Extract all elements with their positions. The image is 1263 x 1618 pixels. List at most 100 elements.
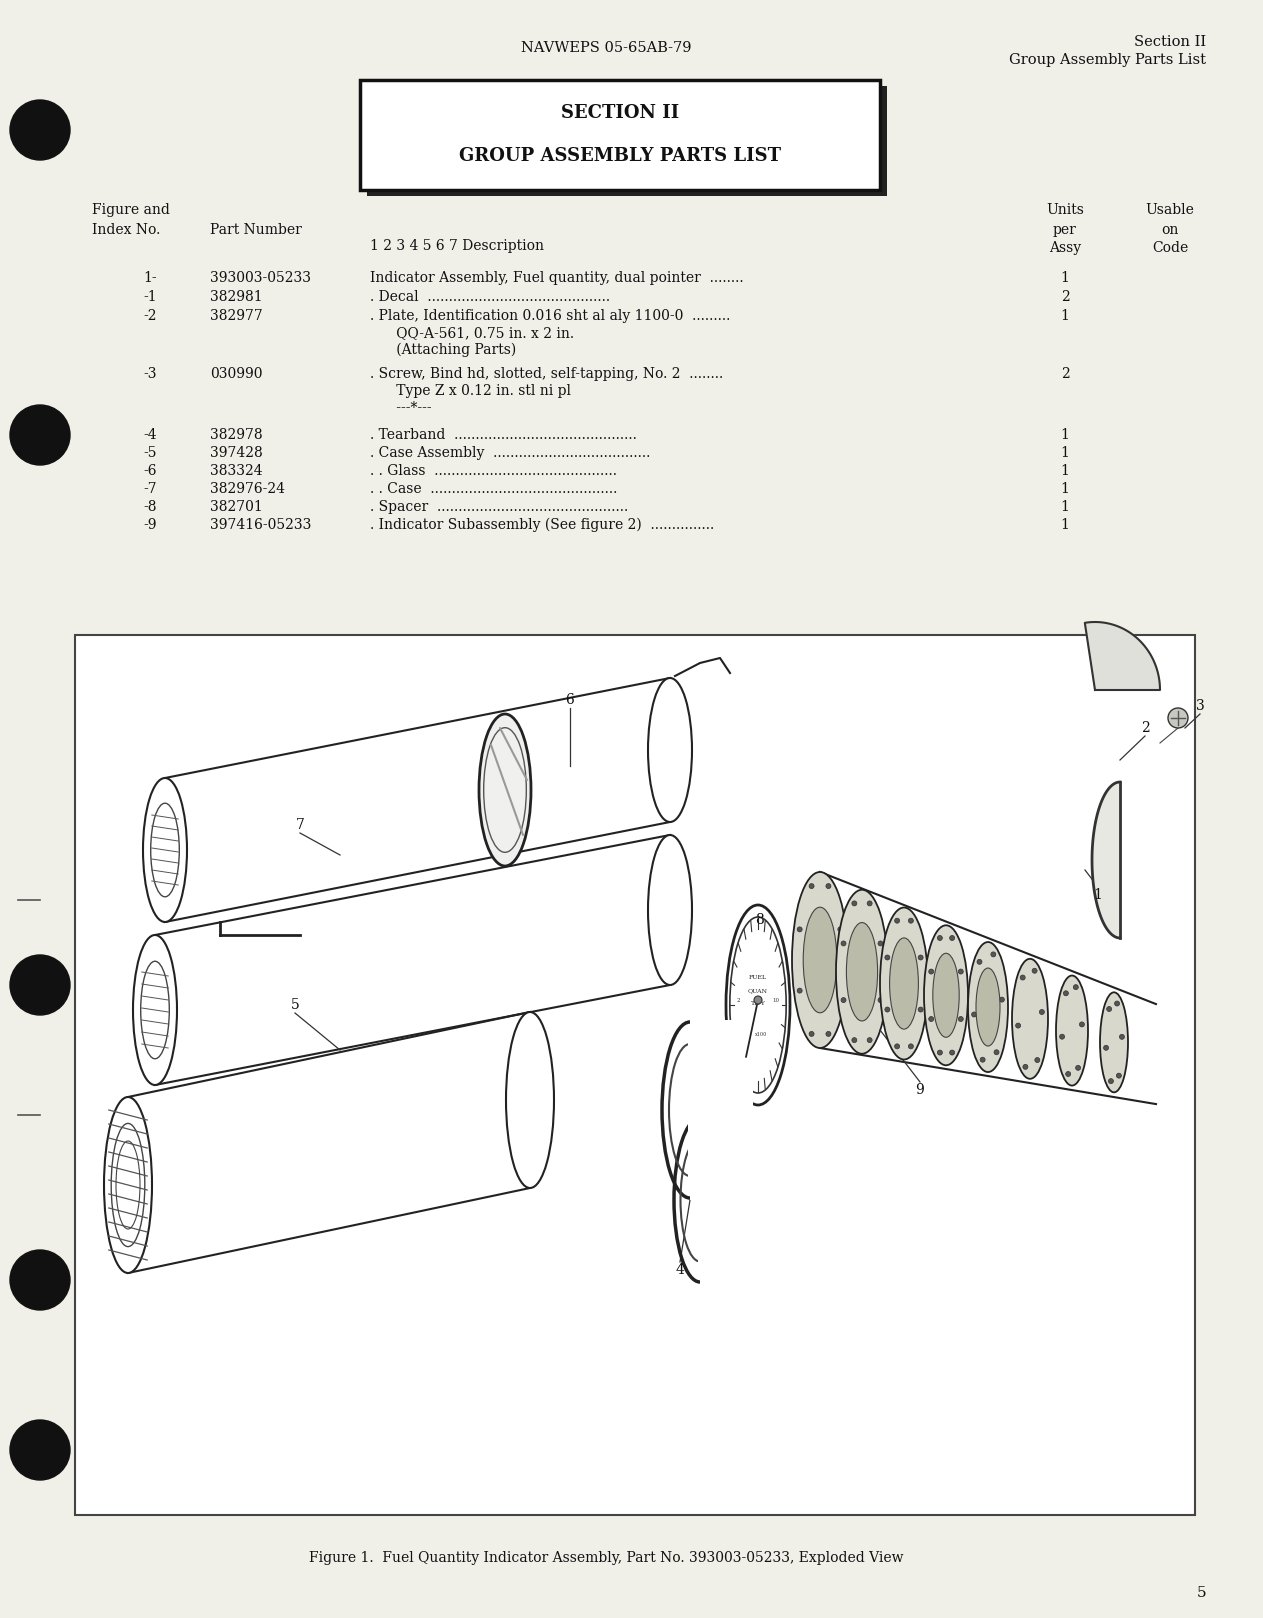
Text: 030990: 030990: [210, 367, 263, 380]
Ellipse shape: [933, 953, 959, 1037]
Text: on: on: [1161, 223, 1178, 236]
Bar: [360, 79, 880, 189]
Circle shape: [868, 901, 873, 906]
Text: . Decal  ...........................................: . Decal ................................…: [370, 290, 610, 304]
Polygon shape: [1085, 621, 1159, 689]
Circle shape: [959, 1016, 964, 1021]
Text: . Plate, Identification 0.016 sht al aly 1100-0  .........: . Plate, Identification 0.016 sht al aly…: [370, 309, 730, 324]
Ellipse shape: [506, 1011, 554, 1188]
Circle shape: [1021, 976, 1026, 981]
Circle shape: [1076, 1065, 1081, 1071]
Text: -6: -6: [144, 464, 157, 477]
Circle shape: [10, 100, 69, 160]
Text: ---*---: ---*---: [370, 401, 432, 414]
Text: Code: Code: [1152, 241, 1188, 256]
Circle shape: [797, 989, 802, 993]
Ellipse shape: [803, 908, 837, 1013]
Text: Section II: Section II: [1134, 36, 1206, 49]
Circle shape: [754, 997, 762, 1005]
Ellipse shape: [792, 872, 847, 1048]
Circle shape: [868, 1037, 873, 1042]
Text: 1: 1: [1061, 309, 1070, 324]
Ellipse shape: [1100, 992, 1128, 1092]
Circle shape: [837, 927, 842, 932]
Text: Part Number: Part Number: [210, 223, 302, 236]
Text: Indicator Assembly, Fuel quantity, dual pointer  ........: Indicator Assembly, Fuel quantity, dual …: [370, 270, 744, 285]
Text: -3: -3: [144, 367, 157, 380]
Ellipse shape: [976, 968, 1000, 1047]
Circle shape: [918, 1006, 923, 1011]
Bar: [698, 1134, 749, 1265]
Text: 382977: 382977: [210, 309, 263, 324]
Circle shape: [10, 955, 69, 1014]
Circle shape: [1116, 1073, 1122, 1078]
Circle shape: [885, 1006, 890, 1011]
Ellipse shape: [648, 835, 692, 985]
Circle shape: [928, 1016, 933, 1021]
Text: 1: 1: [1061, 464, 1070, 477]
Ellipse shape: [846, 922, 878, 1021]
Circle shape: [797, 927, 802, 932]
Text: 382701: 382701: [210, 500, 263, 515]
Circle shape: [1023, 1065, 1028, 1069]
Circle shape: [1066, 1071, 1071, 1076]
Text: 397428: 397428: [210, 447, 263, 460]
Text: -1: -1: [144, 290, 157, 304]
Circle shape: [937, 935, 942, 940]
Text: -8: -8: [144, 500, 157, 515]
Circle shape: [851, 901, 856, 906]
Circle shape: [1015, 1023, 1021, 1027]
Ellipse shape: [104, 1097, 152, 1273]
Circle shape: [851, 1037, 856, 1042]
Circle shape: [1106, 1006, 1111, 1011]
Ellipse shape: [836, 890, 888, 1053]
Circle shape: [810, 1031, 815, 1037]
Text: -2: -2: [144, 309, 157, 324]
Text: Assy: Assy: [1050, 241, 1081, 256]
Polygon shape: [1092, 781, 1120, 938]
Text: 397416-05233: 397416-05233: [210, 518, 312, 532]
Ellipse shape: [1012, 959, 1048, 1079]
Ellipse shape: [143, 778, 187, 922]
Text: (Attaching Parts): (Attaching Parts): [370, 343, 517, 358]
Text: -4: -4: [144, 429, 157, 442]
Text: 382976-24: 382976-24: [210, 482, 285, 497]
Circle shape: [937, 1050, 942, 1055]
Text: Index No.: Index No.: [92, 223, 160, 236]
Circle shape: [928, 969, 933, 974]
Text: 5: 5: [1196, 1586, 1206, 1600]
Circle shape: [999, 997, 1004, 1002]
Text: 2: 2: [738, 998, 740, 1003]
Text: QUAN: QUAN: [748, 989, 768, 993]
Circle shape: [810, 883, 815, 888]
Text: 1: 1: [1061, 429, 1070, 442]
Text: Units: Units: [1046, 202, 1084, 217]
Circle shape: [10, 404, 69, 464]
Circle shape: [826, 883, 831, 888]
Text: 1: 1: [1061, 482, 1070, 497]
Text: 8: 8: [755, 913, 764, 927]
Circle shape: [991, 951, 995, 956]
Text: 6: 6: [566, 693, 575, 707]
Text: . Screw, Bind hd, slotted, self-tapping, No. 2  ........: . Screw, Bind hd, slotted, self-tapping,…: [370, 367, 724, 380]
Text: 7: 7: [296, 819, 304, 832]
Text: 1: 1: [1061, 518, 1070, 532]
Ellipse shape: [1056, 976, 1087, 1086]
Text: 382978: 382978: [210, 429, 263, 442]
Circle shape: [894, 917, 899, 924]
Text: QQ-A-561, 0.75 in. x 2 in.: QQ-A-561, 0.75 in. x 2 in.: [370, 325, 575, 340]
Text: . Spacer  .............................................: . Spacer ...............................…: [370, 500, 628, 515]
Text: . . Glass  ...........................................: . . Glass ..............................…: [370, 464, 618, 477]
Ellipse shape: [648, 678, 692, 822]
Text: -9: -9: [144, 518, 157, 532]
Circle shape: [959, 969, 964, 974]
Text: Usable: Usable: [1146, 202, 1195, 217]
Circle shape: [908, 1044, 913, 1048]
Circle shape: [950, 935, 955, 940]
Ellipse shape: [925, 925, 967, 1065]
Circle shape: [950, 1050, 955, 1055]
Circle shape: [994, 1050, 999, 1055]
Text: 383324: 383324: [210, 464, 263, 477]
Ellipse shape: [479, 714, 530, 866]
Circle shape: [978, 959, 981, 964]
